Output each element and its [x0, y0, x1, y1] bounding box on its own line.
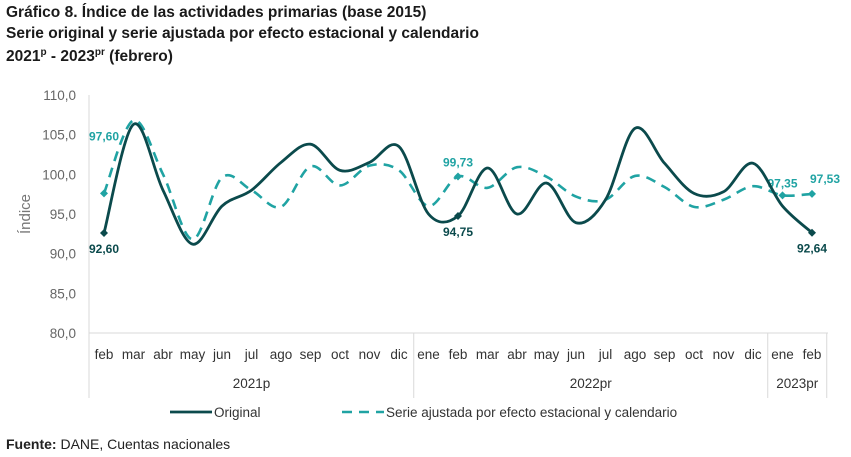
x-tick-label: sep [300, 347, 322, 362]
original-series-line [102, 122, 813, 246]
y-tick-label: 95,0 [50, 207, 76, 222]
x-tick-label: jul [598, 347, 613, 362]
y-axis-title: Índice [17, 194, 34, 234]
source-text: DANE, Cuentas nacionales [56, 436, 231, 452]
chart-subtitle: Serie original y serie ajustada por efec… [6, 25, 479, 42]
data-label: 99,73 [443, 155, 473, 169]
x-tick-label: feb [95, 347, 114, 362]
x-tick-label: dic [744, 347, 762, 362]
y-tick-label: 100,0 [42, 167, 76, 182]
x-tick-label: mar [476, 347, 500, 362]
source-note: Fuente: DANE, Cuentas nacionales [6, 436, 230, 452]
x-tick-label: oct [685, 347, 703, 362]
x-tick-label: jul [244, 347, 259, 362]
x-tick-label: mar [122, 347, 146, 362]
period-start: 2021 [6, 48, 41, 66]
period-end-sup: pr [94, 47, 105, 58]
x-tick-label: ene [771, 347, 794, 362]
x-group-label: 2021p [233, 376, 271, 391]
data-point-marker [454, 172, 462, 181]
y-tick-label: 90,0 [50, 247, 76, 262]
data-point-marker [454, 211, 462, 220]
x-tick-label: feb [803, 347, 822, 362]
x-tick-label: nov [713, 347, 735, 362]
legend-adjusted-label: Serie ajustada por efecto estacional y c… [386, 405, 677, 420]
x-group-label: 2022pr [570, 376, 613, 391]
source-label: Fuente: [6, 436, 57, 452]
x-tick-label: oct [331, 347, 349, 362]
period-month: (febrero) [104, 48, 173, 66]
adjusted-series-line [102, 119, 813, 241]
x-tick-label: sep [654, 347, 676, 362]
chart-period: 2021p - 2023pr (febrero) [6, 47, 173, 66]
data-label: 97,53 [810, 172, 840, 186]
x-tick-label: ago [624, 347, 647, 362]
period-sep: - 2023 [46, 48, 95, 66]
x-tick-label: may [180, 347, 206, 362]
legend-original-label: Original [214, 405, 261, 420]
x-tick-label: abr [507, 347, 527, 362]
data-point-marker [100, 189, 108, 198]
data-label: 92,60 [89, 242, 119, 256]
chart-title: Gráfico 8. Índice de las actividades pri… [6, 4, 427, 21]
x-tick-label: dic [390, 347, 408, 362]
x-tick-label: abr [153, 347, 173, 362]
x-tick-label: jun [566, 347, 585, 362]
data-label: 97,60 [89, 130, 119, 144]
data-label: 92,64 [797, 242, 827, 256]
y-tick-label: 105,0 [42, 128, 76, 143]
data-label: 97,35 [767, 176, 797, 190]
data-point-marker [100, 229, 108, 238]
x-group-label: 2023pr [776, 376, 819, 391]
data-point-marker [808, 189, 816, 198]
x-tick-label: jun [212, 347, 231, 362]
period-start-sup: p [40, 47, 47, 58]
x-tick-label: may [534, 347, 560, 362]
y-tick-label: 80,0 [50, 326, 76, 341]
x-tick-label: ene [417, 347, 440, 362]
data-label: 94,75 [443, 225, 473, 239]
x-tick-label: nov [359, 347, 381, 362]
data-point-marker [808, 228, 816, 237]
x-tick-label: feb [449, 347, 468, 362]
data-point-marker [778, 191, 787, 200]
y-tick-label: 85,0 [50, 286, 76, 301]
x-tick-label: ago [270, 347, 293, 362]
y-tick-label: 110,0 [43, 88, 76, 103]
